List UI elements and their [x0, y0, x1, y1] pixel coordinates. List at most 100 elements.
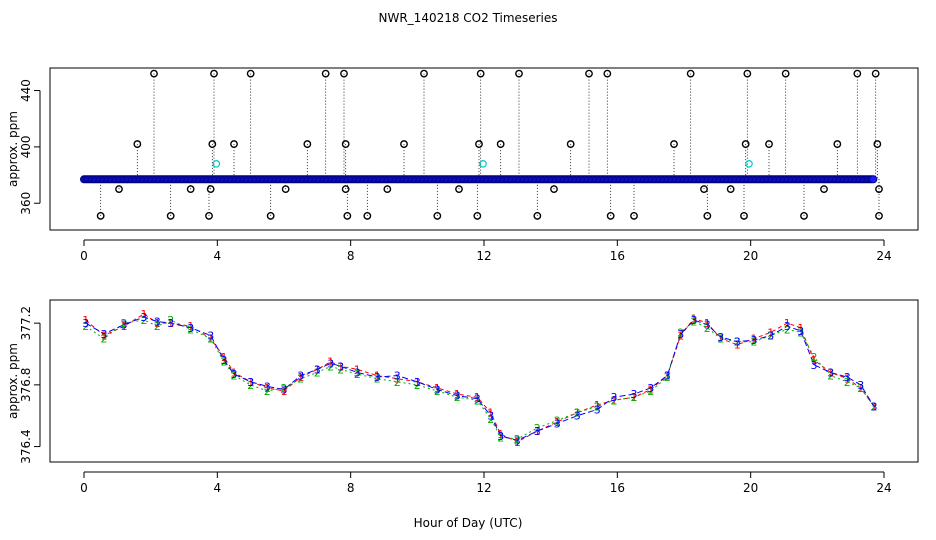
bottom-y-axis-label: approx. ppm: [6, 343, 20, 419]
series-3-point: 3: [327, 357, 334, 370]
series-2-point: 2: [751, 336, 758, 349]
outlier-point: [205, 212, 213, 220]
series-3-point: 3: [631, 388, 638, 401]
outlier-point: [166, 212, 175, 220]
series-2-point: 2: [514, 433, 521, 446]
series-3-point: 3: [647, 382, 654, 395]
series-1-point: 1: [594, 399, 601, 412]
outlier-point: [341, 185, 350, 194]
series-3-point: 3: [677, 328, 684, 341]
top-panel: approx. ppm 0 4 8 12 16 20 24 360 400 440: [6, 67, 919, 263]
series-2-point: 2: [207, 333, 214, 346]
series-2-point: 2: [281, 382, 288, 395]
series-1-point: 1: [121, 320, 128, 333]
series-3-point: 3: [231, 368, 238, 381]
bottom-x-tick-label: 8: [347, 481, 355, 495]
series-3-point: 3: [767, 330, 774, 343]
series-2-point: 2: [574, 407, 581, 420]
outlier-point: [208, 140, 217, 148]
series-3-point: 3: [281, 384, 288, 397]
series-3-point: 3: [434, 384, 441, 397]
outlier-point: [630, 212, 638, 220]
series-2-point: 2: [487, 413, 494, 426]
series-3-point: 3: [534, 425, 541, 438]
outlier-point: [186, 185, 195, 194]
series-3-point: 3: [101, 328, 108, 341]
bottom-y-tick-label: 376.8: [19, 368, 33, 402]
series-1-point: 1: [231, 367, 238, 380]
series-3-point: 3: [297, 370, 304, 383]
outlier-point: [210, 69, 218, 78]
series-2-point: 2: [82, 320, 89, 333]
top-x-tick-label: 16: [610, 249, 625, 263]
series-2-point: 2: [454, 391, 461, 404]
bottom-x-tick-label: 4: [214, 481, 222, 495]
series-2-point: 2: [857, 382, 864, 395]
series-1-point: 1: [82, 314, 89, 327]
series-1-point: 1: [664, 370, 671, 383]
x-axis-label: Hour of Day (UTC): [414, 516, 523, 530]
series-2-point: 2: [141, 314, 148, 327]
series-1-point: 1: [647, 384, 654, 397]
series-3-point: 3: [264, 380, 271, 393]
top-y-tick-label: 400: [19, 135, 33, 158]
outlier-point: [853, 69, 862, 78]
outlier-point: [321, 69, 330, 78]
series-1-point: 1: [784, 317, 791, 330]
outlier-point: [246, 69, 255, 78]
series-1-point: 1: [534, 425, 541, 438]
outlier-point: [740, 212, 748, 220]
series-1-point: 1: [844, 373, 851, 386]
series-1-point: 1: [514, 436, 521, 449]
series-2-point: 2: [374, 373, 381, 386]
series-2-point: 2: [734, 336, 741, 349]
series-3-point: 3: [514, 434, 521, 447]
outlier-point: [96, 212, 105, 220]
outlier-point: [533, 212, 542, 220]
series-2-point: 2: [154, 320, 161, 333]
outlier-point: [875, 212, 883, 220]
outlier-point: [343, 212, 352, 220]
series-2-point: 2: [554, 414, 561, 427]
series-3-point: 3: [374, 371, 381, 384]
outlier-point: [476, 69, 485, 78]
series-2-point: 2: [717, 333, 724, 346]
series-1-point: 1: [717, 333, 724, 346]
series-3-point: 3: [141, 311, 148, 324]
series-3-point: 3: [247, 376, 254, 389]
outlier-point: [743, 69, 752, 78]
outlier-point: [820, 185, 828, 194]
bottom-y-tick-label: 377.2: [19, 306, 33, 340]
series-3-point: 3: [82, 317, 89, 330]
outlier-point: [455, 185, 463, 194]
outlier-point: [781, 69, 790, 78]
outlier-point: [341, 140, 350, 148]
top-x-tick-label: 20: [743, 249, 758, 263]
outlier-point: [420, 69, 428, 78]
series-2-point: 2: [784, 323, 791, 336]
bottom-y-tick-label: 376.4: [19, 429, 33, 463]
outlier-point: [566, 140, 575, 148]
outlier-point: [875, 185, 883, 194]
series-1-point: 1: [574, 407, 581, 420]
series-3-point: 3: [337, 360, 344, 373]
top-y-tick-label: 360: [19, 192, 33, 215]
outlier-point: [150, 69, 158, 78]
outlier-point: [303, 140, 312, 148]
series-2-point: 2: [314, 367, 321, 380]
bottom-x-tick-label: 16: [610, 481, 625, 495]
series-3-point: 3: [554, 417, 561, 430]
series-1-point: 1: [611, 394, 618, 407]
top-x-tick-label: 12: [476, 249, 491, 263]
series-3-point: 3: [207, 330, 214, 343]
series-2-point: 2: [677, 326, 684, 339]
series-2-point: 2: [871, 401, 878, 414]
series-2-point: 2: [121, 317, 128, 330]
series-2-point: 2: [691, 316, 698, 329]
outlier-point: [726, 185, 735, 194]
series-1-point: 1: [767, 326, 774, 339]
